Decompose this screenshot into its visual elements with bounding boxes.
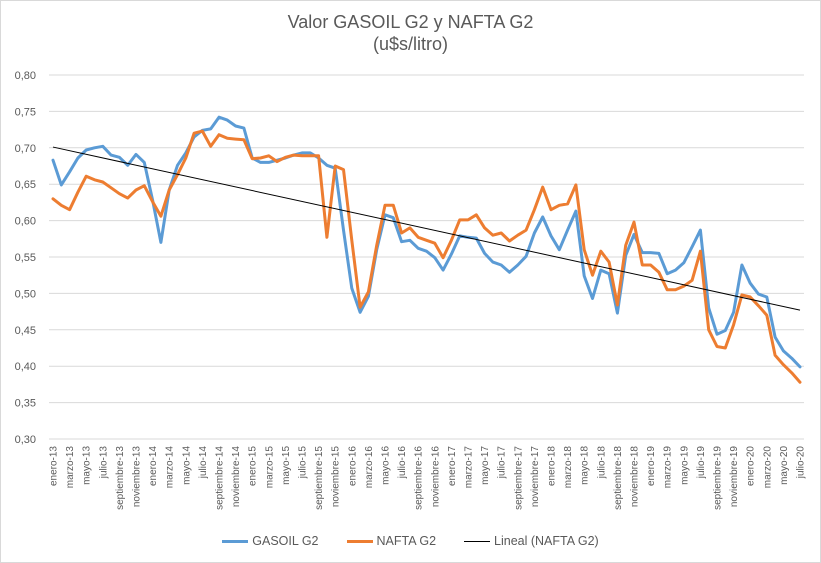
- x-tick-label: septiembre-17: [513, 446, 524, 510]
- x-tick-label: mayo-15: [281, 446, 292, 485]
- x-tick-label: mayo-14: [181, 446, 192, 485]
- x-tick-label: marzo-16: [364, 446, 375, 489]
- x-tick-label: mayo-17: [480, 446, 491, 485]
- x-tick-label: noviembre-15: [331, 446, 342, 508]
- x-tick-label: noviembre-17: [530, 446, 541, 508]
- x-tick-label: mayo-20: [779, 446, 790, 485]
- x-tick-label: septiembre-14: [215, 446, 226, 510]
- y-tick-label: 0,35: [15, 398, 36, 410]
- y-axis-ticks: 0,30 0,35 0,40 0,45 0,50 0,55 0,60 0,65 0,70 0,75…: [15, 70, 36, 446]
- x-tick-label: noviembre-19: [729, 446, 740, 508]
- x-tick-label: julio-15: [298, 446, 309, 480]
- x-tick-label: julio-16: [397, 446, 408, 480]
- y-tick-label: 0,75: [15, 106, 36, 118]
- y-tick-label: 0,65: [15, 179, 36, 191]
- y-tick-label: 0,80: [15, 70, 36, 82]
- x-tick-label: marzo-18: [563, 446, 574, 489]
- x-tick-label: julio-17: [497, 446, 508, 480]
- x-tick-label: marzo-13: [65, 446, 76, 489]
- x-tick-label: septiembre-19: [713, 446, 724, 510]
- y-tick-label: 0,40: [15, 361, 36, 373]
- x-tick-label: marzo-20: [762, 446, 773, 489]
- x-tick-label: marzo-14: [165, 446, 176, 489]
- x-tick-label: mayo-13: [82, 446, 93, 485]
- x-tick-label: enero-18: [547, 446, 558, 486]
- y-tick-label: 0,45: [15, 325, 36, 337]
- legend-item-trend: Lineal (NAFTA G2): [464, 534, 599, 548]
- legend-label-gasoil: GASOIL G2: [252, 534, 319, 548]
- x-tick-label: julio-18: [596, 446, 607, 480]
- legend-label-trend: Lineal (NAFTA G2): [494, 534, 599, 548]
- x-tick-label: noviembre-14: [231, 446, 242, 508]
- series-lines: [51, 115, 802, 384]
- x-tick-label: septiembre-13: [115, 446, 126, 510]
- x-tick-label: enero-15: [248, 446, 259, 486]
- x-tick-label: enero-17: [447, 446, 458, 486]
- x-tick-label: mayo-19: [679, 446, 690, 485]
- x-tick-label: enero-14: [148, 446, 159, 486]
- x-tick-label: mayo-16: [381, 446, 392, 485]
- x-tick-label: julio-13: [98, 446, 109, 480]
- legend-label-nafta: NAFTA G2: [376, 534, 437, 548]
- x-tick-label: noviembre-16: [430, 446, 441, 508]
- legend-swatch-nafta: [346, 539, 373, 543]
- x-tick-label: enero-19: [646, 446, 657, 486]
- y-tick-label: 0,50: [15, 288, 36, 300]
- y-tick-label: 0,55: [15, 252, 36, 264]
- x-tick-label: noviembre-18: [630, 446, 641, 508]
- y-tick-label: 0,70: [15, 143, 36, 155]
- x-tick-label: septiembre-16: [414, 446, 425, 510]
- x-tick-label: marzo-19: [663, 446, 674, 489]
- y-tick-label: 0,30: [15, 434, 36, 446]
- chart-subtitle: (u$s/litro): [372, 34, 448, 54]
- legend-swatch-trend: [464, 540, 491, 542]
- gridlines: [49, 74, 804, 440]
- x-tick-label: marzo-17: [464, 446, 475, 489]
- legend: GASOIL G2 NAFTA G2 Lineal (NAFTA G2): [0, 534, 821, 548]
- x-tick-label: julio-19: [696, 446, 707, 480]
- x-tick-label: mayo-18: [580, 446, 591, 485]
- x-tick-label: enero-13: [49, 446, 60, 486]
- x-tick-label: noviembre-13: [132, 446, 143, 508]
- x-axis-ticks: enero-13 marzo-13 mayo-13 julio-13 septiembr…: [49, 446, 807, 510]
- x-tick-label: julio-14: [198, 446, 209, 480]
- trend-line-nafta: [52, 146, 801, 311]
- legend-item-gasoil: GASOIL G2: [222, 534, 319, 548]
- x-tick-label: julio-20: [796, 446, 807, 480]
- x-tick-label: septiembre-15: [314, 446, 325, 510]
- legend-swatch-gasoil: [222, 539, 249, 543]
- legend-item-nafta: NAFTA G2: [346, 534, 437, 548]
- x-tick-label: marzo-15: [264, 446, 275, 489]
- chart-title: Valor GASOIL G2 y NAFTA G2: [287, 12, 534, 32]
- x-tick-label: enero-20: [746, 446, 757, 486]
- x-tick-label: septiembre-18: [613, 446, 624, 510]
- y-tick-label: 0,60: [15, 216, 36, 228]
- x-tick-label: enero-16: [347, 446, 358, 486]
